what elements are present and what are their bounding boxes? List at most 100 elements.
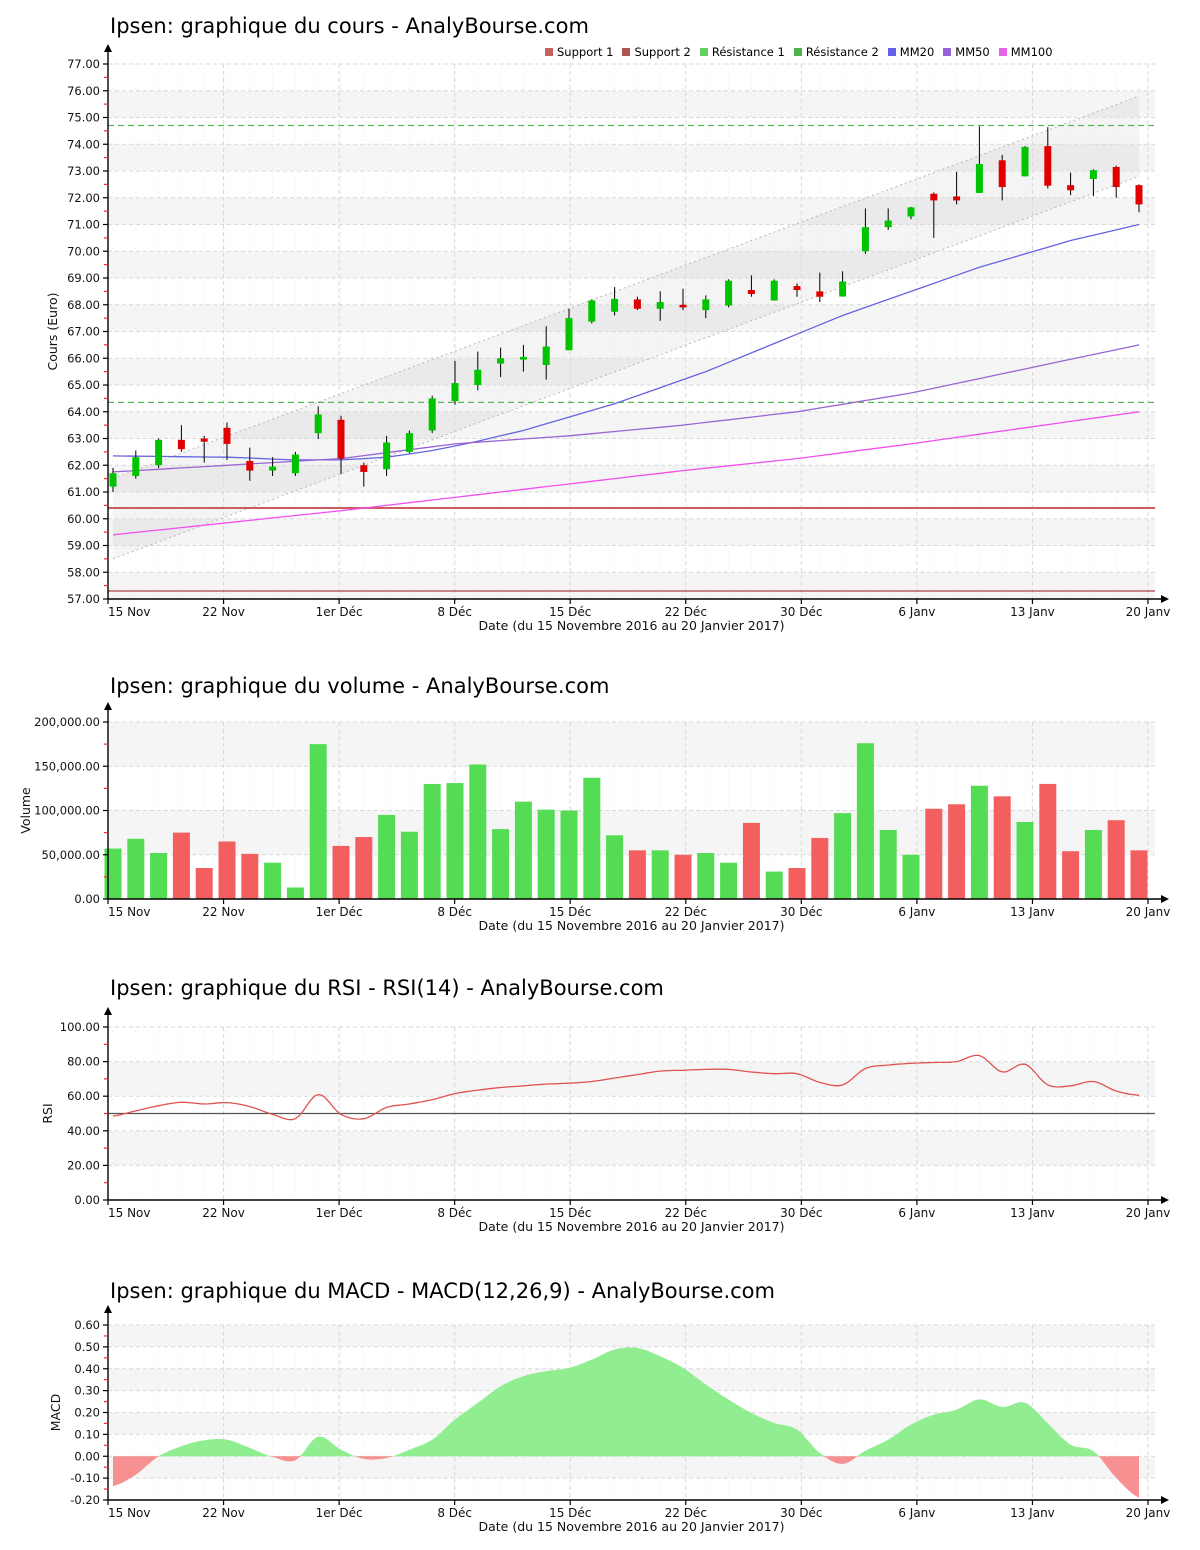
volume-bar: [856, 743, 874, 899]
y-tick-label: 64.00: [67, 405, 100, 419]
y-tick-label: 61.00: [67, 485, 100, 499]
volume-bar: [514, 801, 532, 899]
legend-item-résistance-1: Résistance 1: [699, 45, 785, 59]
volume-bar: [446, 783, 464, 899]
candle: [269, 466, 277, 471]
y-tick-label: 100,000.00: [34, 804, 100, 818]
y-tick-label: 74.00: [67, 137, 100, 151]
candle: [588, 300, 596, 322]
x-tick-label: 15 Déc: [549, 905, 591, 919]
candle: [884, 220, 892, 228]
y-tick-label: 0.00: [74, 1449, 100, 1463]
x-axis-caption: Date (du 15 Novembre 2016 au 20 Janvier …: [478, 1519, 784, 1534]
y-tick-label: 58.00: [67, 565, 100, 579]
x-tick-label: 15 Nov: [108, 1506, 151, 1520]
x-tick-label: 15 Déc: [549, 1206, 591, 1220]
legend-swatch: [545, 48, 553, 56]
volume-bar: [195, 868, 213, 899]
volume-bar: [1039, 783, 1057, 899]
x-tick-label: 30 Déc: [780, 1206, 822, 1220]
candle: [1021, 146, 1029, 177]
x-tick-label: 13 Janv: [1010, 905, 1055, 919]
price-chart-legend: Support 1 Support 2 Résistance 1 Résistance…: [545, 45, 1053, 59]
legend-item-mm20: MM20: [887, 45, 934, 59]
legend-swatch: [887, 48, 896, 56]
x-tick-label: 22 Nov: [202, 1506, 245, 1520]
chart-title-volume: Ipsen: graphique du volume - AnalyBourse…: [110, 674, 610, 698]
legend-swatch: [793, 48, 802, 56]
y-tick-label: 67.00: [67, 325, 100, 339]
chart-title-macd: Ipsen: graphique du MACD - MACD(12,26,9)…: [110, 1279, 775, 1303]
candle: [907, 207, 915, 217]
x-tick-label: 8 Déc: [437, 1506, 472, 1520]
candle: [542, 346, 550, 365]
y-tick-label: 0.10: [74, 1427, 100, 1441]
candle: [793, 286, 801, 291]
volume-bar: [264, 862, 282, 899]
candle: [428, 398, 436, 431]
y-tick-label: 0.50: [74, 1340, 100, 1354]
x-tick-label: 15 Nov: [108, 605, 151, 619]
volume-bar: [309, 744, 327, 899]
chart-rsi: 0.00 20.00 40.00 60.00 80.00 100.00 15 Nov 22 N…: [40, 1007, 1170, 1234]
candle: [109, 473, 117, 487]
volume-bar: [400, 831, 418, 899]
y-tick-label: 69.00: [67, 271, 100, 285]
candle: [314, 414, 322, 434]
volume-bar: [788, 868, 806, 899]
volume-bar: [720, 862, 738, 899]
y-tick-label: 59.00: [67, 539, 100, 553]
candle: [1089, 170, 1097, 180]
volume-bar: [925, 808, 943, 899]
legend-swatch: [699, 48, 708, 56]
x-axis-caption: Date (du 15 Novembre 2016 au 20 Janvier …: [478, 618, 784, 633]
x-tick-label: 15 Nov: [108, 905, 151, 919]
candle: [816, 291, 824, 297]
volume-bar: [104, 848, 122, 899]
volume-bar: [697, 852, 715, 899]
y-tick-label: 63.00: [67, 432, 100, 446]
legend-swatch: [622, 48, 631, 56]
volume-bar: [172, 832, 190, 899]
volume-bar: [902, 854, 920, 899]
x-tick-label: 6 Janv: [898, 1506, 935, 1520]
candle: [1044, 146, 1052, 186]
candle: [1135, 185, 1143, 205]
x-tick-label: 6 Janv: [898, 1206, 935, 1220]
y-tick-label: 0.40: [74, 1362, 100, 1376]
candle: [839, 281, 847, 297]
volume-bar: [127, 838, 145, 899]
x-tick-label: 8 Déc: [437, 605, 472, 619]
candle: [1067, 185, 1075, 191]
candle: [200, 438, 208, 442]
x-tick-label: 22 Déc: [665, 1506, 707, 1520]
candle: [975, 164, 983, 193]
x-tick-label: 6 Janv: [898, 905, 935, 919]
mm50-line: [112, 344, 1140, 473]
volume-bar: [241, 853, 259, 899]
chart-title-cours: Ipsen: graphique du cours - AnalyBourse.…: [110, 14, 589, 38]
y-tick-label: 50,000.00: [41, 848, 100, 862]
volume-bar: [1107, 820, 1125, 899]
y-tick-label: 66.00: [67, 351, 100, 365]
y-tick-label: 200,000.00: [34, 715, 100, 729]
legend-item-support-2: Support 2: [622, 45, 691, 59]
y-tick-label: 0.30: [74, 1384, 100, 1398]
y-tick-label: 57.00: [67, 592, 100, 606]
x-tick-label: 13 Janv: [1010, 1506, 1055, 1520]
candle: [337, 419, 345, 459]
x-tick-label: 15 Nov: [108, 1206, 151, 1220]
y-tick-label: 100.00: [60, 1020, 100, 1034]
candle: [383, 442, 391, 470]
volume-bar: [879, 829, 897, 899]
y-tick-label: 71.00: [67, 218, 100, 232]
y-tick-label: 77.00: [67, 57, 100, 71]
candle: [565, 318, 573, 351]
y-tick-label: 75.00: [67, 111, 100, 125]
x-tick-label: 8 Déc: [437, 905, 472, 919]
candle: [747, 290, 755, 295]
x-tick-label: 20 Janv: [1126, 1506, 1171, 1520]
x-tick-label: 30 Déc: [780, 1506, 822, 1520]
volume-bar: [423, 783, 441, 899]
